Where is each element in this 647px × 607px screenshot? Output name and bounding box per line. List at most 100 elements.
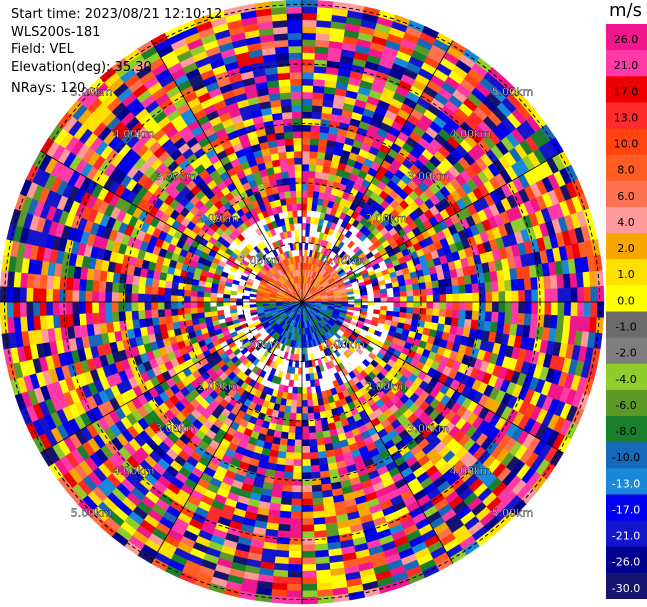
ppi-gate	[311, 484, 323, 493]
ppi-gate	[316, 151, 326, 160]
ppi-gate	[426, 301, 434, 310]
ppi-gate	[431, 315, 440, 324]
ppi-gate	[312, 98, 324, 107]
ppi-gate	[276, 536, 290, 545]
ppi-gate	[301, 577, 318, 585]
ppi-gate	[164, 308, 172, 317]
ppi-gate	[373, 329, 382, 337]
ppi-gate	[39, 274, 48, 289]
ppi-gate	[229, 290, 238, 296]
ppi-gate	[457, 276, 466, 286]
ppi-gate	[301, 491, 313, 500]
ppi-gate	[118, 282, 126, 293]
ppi-gate	[318, 138, 328, 147]
ppi-gate	[406, 307, 414, 314]
ppi-gate	[301, 163, 310, 172]
ppi-gate	[158, 316, 167, 325]
ppi-gate	[222, 301, 231, 307]
ppi-gate	[311, 105, 323, 113]
ppi-gate	[306, 196, 314, 205]
ppi-gate	[58, 289, 67, 303]
ppi-gate	[308, 438, 318, 447]
ppi-gate	[432, 287, 440, 296]
ppi-gate	[301, 413, 309, 421]
ppi-gate	[85, 279, 94, 292]
ppi-gate	[549, 314, 558, 330]
ppi-gate	[485, 291, 493, 303]
ppi-gate	[190, 295, 198, 303]
ppi-gate	[280, 497, 292, 506]
ppi-gate	[283, 471, 294, 480]
ppi-gate	[0, 270, 9, 287]
ppi-gate	[164, 287, 172, 296]
ppi-gate	[291, 491, 303, 500]
ppi-gate	[301, 347, 305, 355]
ppi-gate	[32, 301, 41, 317]
ppi-gate	[288, 557, 303, 565]
ppi-gate	[393, 291, 401, 298]
ppi-gate	[236, 298, 244, 303]
ppi-gate	[105, 311, 113, 323]
ppi-gate	[583, 301, 592, 318]
ppi-gate	[279, 510, 292, 519]
ppi-gate	[458, 284, 467, 295]
ppi-gate	[360, 294, 368, 300]
ppi-gate	[183, 307, 192, 315]
ppi-gate	[91, 312, 100, 325]
ppi-gate	[276, 457, 286, 466]
ppi-gate	[314, 171, 323, 180]
ppi-gate	[301, 236, 306, 244]
ppi-gate	[313, 523, 327, 532]
ppi-gate	[517, 278, 526, 291]
ppi-gate	[249, 304, 257, 308]
ppi-gate	[150, 285, 159, 295]
ppi-gate	[306, 203, 313, 211]
ppi-gate	[347, 296, 355, 300]
ppi-gate	[301, 406, 309, 414]
ppi-gate	[111, 311, 120, 323]
ppi-gate	[171, 281, 180, 290]
ppi-gate	[530, 313, 539, 327]
ppi-gate	[242, 304, 251, 309]
ppi-gate	[315, 431, 324, 440]
ppi-gate	[452, 293, 460, 303]
ppi-gate	[596, 301, 605, 319]
ppi-gate	[52, 288, 60, 303]
ppi-gate	[197, 312, 205, 319]
ppi-gate	[377, 279, 386, 286]
ppi-gate	[518, 290, 526, 303]
ppi-gate	[450, 317, 459, 327]
ppi-gate	[307, 183, 315, 192]
ppi-gate	[301, 0, 319, 8]
ppi-gate	[32, 315, 42, 331]
ppi-gate	[288, 550, 303, 559]
ppi-gate	[393, 301, 401, 308]
ppi-gate	[406, 301, 414, 309]
ppi-gate	[301, 124, 312, 132]
ppi-gate	[373, 309, 381, 315]
ppi-gate	[301, 137, 311, 145]
ppi-gate	[304, 347, 308, 355]
ppi-gate	[510, 279, 519, 292]
ppi-gate	[294, 432, 303, 441]
ppi-gate	[301, 190, 309, 198]
ppi-gate	[301, 222, 307, 231]
ppi-gate	[311, 111, 323, 120]
ppi-gate	[290, 406, 297, 414]
ppi-gate	[72, 277, 81, 291]
ppi-gate	[150, 309, 159, 319]
ppi-gate	[306, 393, 313, 401]
ppi-gate	[445, 301, 454, 311]
ppi-gate	[393, 296, 401, 303]
ppi-gate	[524, 301, 533, 315]
ppi-gate	[72, 313, 81, 327]
ppi-gate	[344, 230, 353, 239]
ppi-gate	[310, 464, 321, 473]
ppi-gate	[170, 301, 178, 310]
ppi-gate	[105, 281, 113, 293]
ppi-gate	[157, 301, 165, 310]
ppi-gate	[292, 386, 298, 395]
ppi-gate	[251, 315, 260, 322]
ppi-gate	[313, 65, 327, 74]
ppi-gate	[313, 72, 327, 81]
